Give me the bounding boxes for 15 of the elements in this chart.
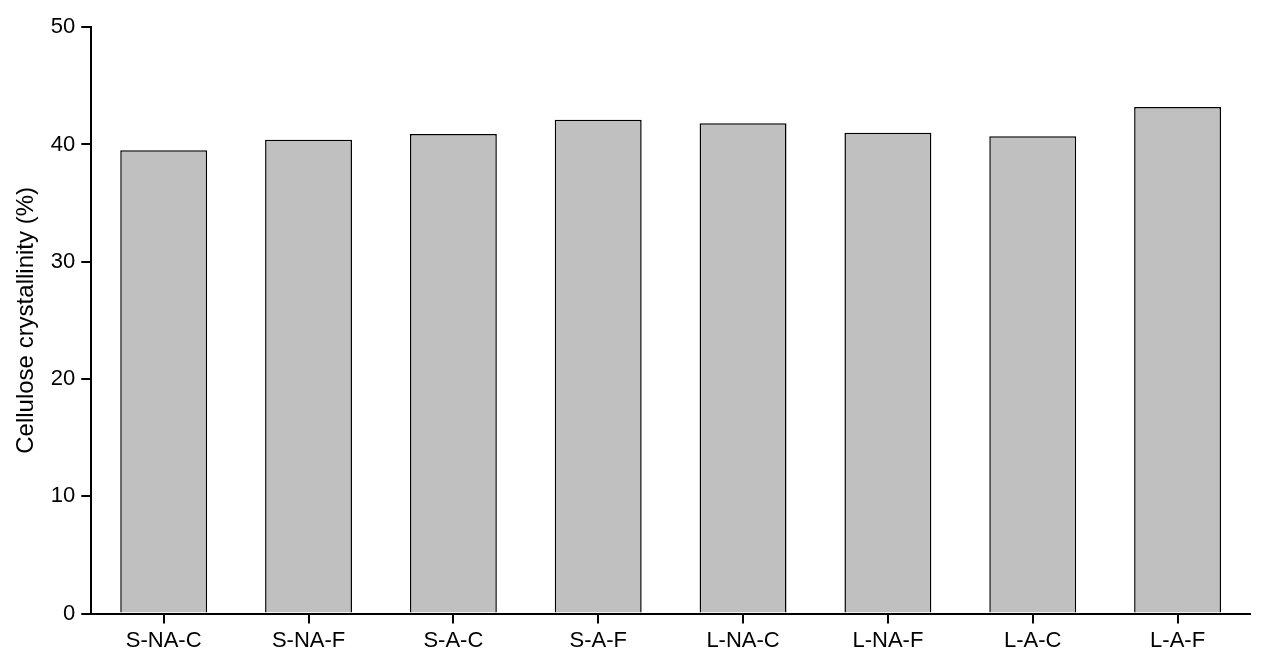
x-tick-label: L-A-C	[1004, 626, 1062, 652]
x-tick-label: L-NA-F	[852, 626, 924, 652]
y-axis-title: Cellulose crystallinity (%)	[11, 187, 39, 454]
x-tick-label: S-NA-C	[125, 626, 202, 652]
y-tick-label: 40	[50, 130, 76, 156]
x-tick-label: S-A-F	[569, 626, 627, 652]
y-tick-label: 0	[63, 599, 76, 625]
x-tick-label: L-NA-C	[706, 626, 780, 652]
y-tick-label: 10	[50, 482, 76, 508]
x-tick-label: S-A-C	[423, 626, 484, 652]
x-tick-label: L-A-F	[1150, 626, 1206, 652]
x-tick-label: S-NA-F	[271, 626, 346, 652]
y-tick-label: 20	[50, 365, 76, 391]
y-tick-label: 30	[50, 247, 76, 273]
y-tick-label: 50	[50, 13, 76, 39]
